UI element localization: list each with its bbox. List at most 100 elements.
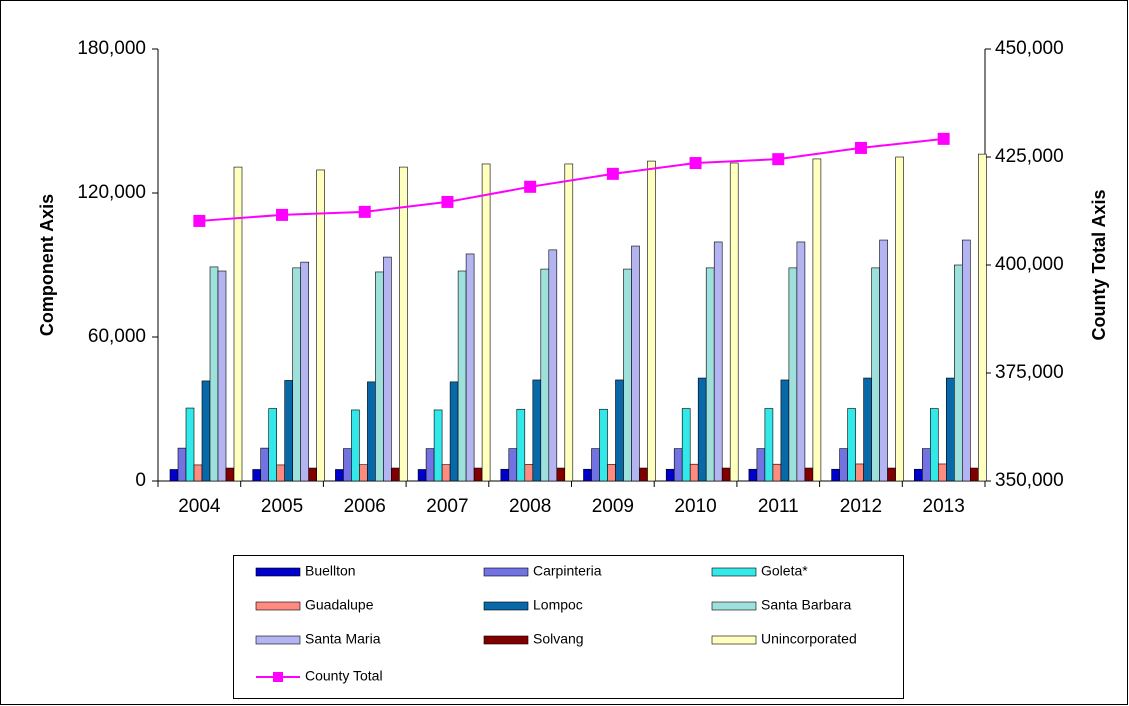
bar bbox=[665, 468, 675, 482]
legend-swatch bbox=[483, 635, 529, 645]
legend-swatch bbox=[711, 601, 757, 611]
bar bbox=[895, 156, 904, 482]
bar bbox=[764, 408, 774, 482]
bar bbox=[887, 467, 896, 482]
y2-tick-label: 375,000 bbox=[995, 362, 1064, 383]
bar bbox=[441, 464, 451, 482]
bar bbox=[217, 270, 227, 482]
bar bbox=[260, 447, 270, 482]
bar bbox=[335, 469, 344, 482]
bar bbox=[945, 377, 955, 482]
bar bbox=[847, 408, 856, 482]
legend-label: Goleta* bbox=[761, 563, 808, 579]
bar bbox=[879, 239, 888, 482]
legend-marker bbox=[273, 672, 283, 682]
bar bbox=[831, 468, 840, 482]
legend-label: Guadalupe bbox=[305, 597, 374, 613]
bar bbox=[796, 241, 806, 482]
bar bbox=[607, 464, 616, 482]
x-tick-label: 2008 bbox=[509, 496, 551, 517]
bar bbox=[756, 448, 766, 482]
bar bbox=[516, 408, 526, 482]
marker bbox=[772, 153, 785, 166]
bar bbox=[812, 158, 822, 482]
bar bbox=[615, 379, 624, 482]
bar bbox=[449, 381, 459, 482]
marker bbox=[193, 214, 206, 227]
bar bbox=[508, 448, 518, 482]
bar bbox=[681, 408, 691, 482]
marker bbox=[854, 141, 867, 154]
bar bbox=[465, 253, 475, 482]
bar bbox=[316, 169, 326, 482]
bar bbox=[564, 163, 574, 482]
bar bbox=[721, 467, 731, 482]
bar bbox=[863, 377, 872, 482]
legend-label: Unincorporated bbox=[761, 631, 857, 647]
bar bbox=[457, 270, 467, 482]
bar bbox=[276, 464, 286, 482]
bar bbox=[425, 448, 435, 482]
legend-label: Buellton bbox=[305, 563, 356, 579]
bar bbox=[500, 468, 510, 482]
bar bbox=[193, 464, 203, 482]
bar bbox=[233, 166, 243, 482]
legend-label: Carpinteria bbox=[533, 563, 602, 579]
bar bbox=[473, 467, 483, 482]
bar bbox=[804, 467, 814, 482]
bar bbox=[556, 467, 566, 482]
bar bbox=[548, 249, 558, 482]
bar bbox=[367, 381, 376, 482]
x-tick-label: 2005 bbox=[261, 496, 303, 517]
bar bbox=[623, 268, 632, 482]
bar bbox=[399, 166, 408, 482]
x-tick-label: 2007 bbox=[426, 496, 468, 517]
bar bbox=[359, 464, 368, 482]
legend-swatch bbox=[255, 567, 301, 577]
legend-label: Lompoc bbox=[533, 597, 583, 613]
bar bbox=[631, 245, 640, 482]
legend-label: Santa Barbara bbox=[761, 597, 851, 613]
bar bbox=[417, 469, 427, 482]
bar bbox=[839, 448, 848, 482]
y-tick-label: 180,000 bbox=[77, 38, 146, 59]
marker bbox=[937, 132, 950, 145]
x-tick-label: 2010 bbox=[674, 496, 716, 517]
x-tick-label: 2011 bbox=[758, 496, 799, 517]
x-tick-label: 2013 bbox=[923, 496, 965, 517]
bar bbox=[961, 239, 971, 482]
bar bbox=[532, 379, 542, 482]
legend-swatch bbox=[255, 601, 301, 611]
bar bbox=[169, 469, 179, 482]
legend-label: County Total bbox=[305, 668, 383, 684]
marker bbox=[276, 208, 289, 221]
bar bbox=[524, 464, 534, 482]
bar bbox=[788, 267, 798, 482]
bar bbox=[729, 162, 739, 482]
bar bbox=[225, 467, 235, 482]
marker bbox=[606, 167, 619, 180]
legend-swatch bbox=[483, 601, 529, 611]
x-tick-label: 2006 bbox=[344, 496, 386, 517]
bar bbox=[705, 267, 715, 482]
marker bbox=[358, 205, 371, 218]
bar bbox=[647, 160, 656, 482]
bar bbox=[689, 463, 699, 482]
y-axis-title: Component Axis bbox=[37, 194, 57, 336]
bar bbox=[673, 448, 683, 482]
bar bbox=[308, 467, 318, 482]
x-tick-label: 2009 bbox=[592, 496, 634, 517]
bar bbox=[433, 409, 443, 482]
bar bbox=[292, 267, 302, 482]
bar bbox=[201, 380, 211, 482]
y-tick-label: 120,000 bbox=[77, 182, 146, 203]
y-tick-label: 60,000 bbox=[88, 326, 146, 347]
bar bbox=[583, 468, 592, 482]
bar bbox=[284, 380, 294, 482]
bar bbox=[953, 264, 963, 482]
bar bbox=[540, 268, 550, 482]
bar bbox=[351, 409, 360, 482]
bar bbox=[697, 377, 707, 482]
bar bbox=[252, 469, 261, 482]
bar bbox=[209, 266, 219, 482]
